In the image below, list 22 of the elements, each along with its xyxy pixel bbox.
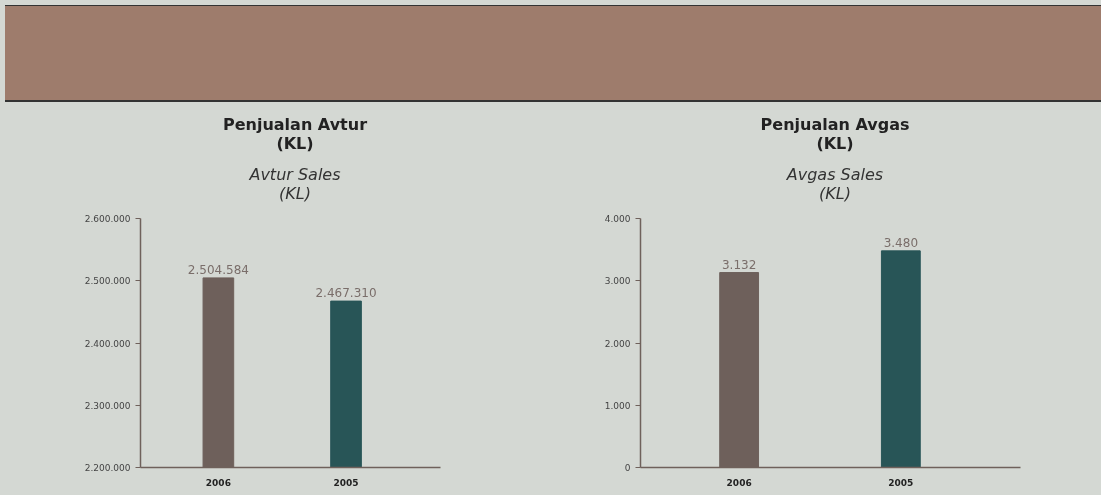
y-tick-label: 2.500.000 <box>84 276 131 287</box>
y-tick-label: 0 <box>624 463 631 473</box>
chart-subtitle: Avtur Sales (KL) <box>248 165 342 203</box>
x-tick-label: 2006 <box>726 477 752 488</box>
y-tick-label: 2.200.000 <box>84 463 131 473</box>
y-tick-label: 1.000 <box>604 400 631 411</box>
data-label: 2.504.584 <box>187 262 249 277</box>
chart-title: Penjualan Avgas (KL) <box>759 115 911 153</box>
y-tick-label: 2.600.000 <box>84 214 131 224</box>
chart-title: Penjualan Avtur (KL) <box>221 115 369 153</box>
data-label: 3.132 <box>721 257 757 272</box>
y-tick-label: 4.000 <box>604 214 631 224</box>
y-tick-label: 3.000 <box>604 276 631 287</box>
x-tick-label: 2006 <box>205 477 231 488</box>
y-tick-label: 2.000 <box>604 338 631 349</box>
data-label: 2.467.310 <box>315 286 377 301</box>
y-tick-label: 2.400.000 <box>84 338 131 349</box>
chart-subtitle: Avgas Sales (KL) <box>785 165 885 203</box>
x-tick-label: 2005 <box>888 477 914 488</box>
x-tick-label: 2005 <box>333 477 359 488</box>
data-label: 3.480 <box>883 235 919 250</box>
y-tick-label: 2.300.000 <box>84 400 131 411</box>
